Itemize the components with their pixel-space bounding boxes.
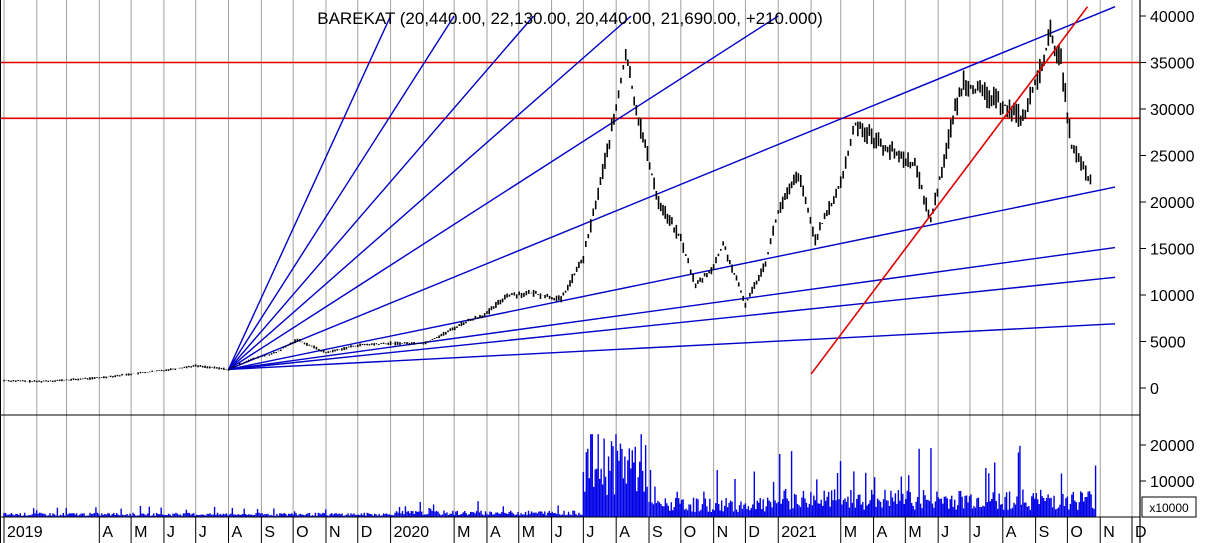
xtick-label-11: M	[457, 524, 470, 541]
fan-line-6	[228, 186, 1116, 371]
xtick-label-27: A	[1006, 524, 1017, 541]
xtick-label-30: N	[1103, 524, 1115, 541]
xtick-label-18: O	[684, 524, 696, 541]
xtick-label-7: O	[296, 524, 308, 541]
ytick-label-4: 20000	[1150, 195, 1195, 212]
xtick-label-20: D	[748, 524, 760, 541]
ytick-label-7: 35000	[1150, 56, 1195, 73]
xtick-label-26: J	[973, 524, 981, 541]
ytick-label-3: 15000	[1150, 242, 1195, 259]
xtick-label-19: N	[717, 524, 729, 541]
price-y-axis: 0 5000 10000 15000 20000 25000 30000 35000 40000	[1140, 9, 1195, 398]
xtick-label-13: M	[522, 524, 535, 541]
volume-bars	[3, 434, 1097, 517]
ytick-label-6: 30000	[1150, 102, 1195, 119]
xtick-label-21: 2021	[781, 524, 817, 541]
xtick-label-12: A	[490, 524, 501, 541]
xtick-label-31: D	[1135, 524, 1147, 541]
fan-line-0	[227, 15, 392, 370]
ytick-label-5: 25000	[1150, 149, 1195, 166]
xtick-label-16: A	[619, 524, 630, 541]
xtick-label-28: S	[1039, 524, 1050, 541]
xtick-label-1: A	[102, 524, 113, 541]
xtick-label-0: 2019	[7, 524, 43, 541]
volume-y-axis: 10000 20000	[1140, 438, 1195, 491]
xtick-label-24: M	[908, 524, 921, 541]
vol-ytick-label-0: 10000	[1150, 474, 1195, 491]
xtick-label-17: S	[652, 524, 663, 541]
fan-lines	[227, 6, 1116, 371]
fan-line-2	[228, 15, 535, 370]
fan-line-9	[228, 323, 1116, 371]
volume-scale-label: x10000	[1149, 501, 1189, 515]
chart-frame	[0, 0, 1141, 543]
date-x-axis: 2019 A M J J A S O N D 2020 M A M J J A S O N D 2021 M A M J J A S O N…	[3, 517, 1147, 543]
xtick-label-23: A	[877, 524, 888, 541]
fan-line-3	[228, 15, 632, 370]
scale-box	[1141, 496, 1197, 518]
ytick-label-8: 40000	[1150, 9, 1195, 26]
xtick-label-14: J	[555, 524, 563, 541]
xtick-label-22: M	[844, 524, 857, 541]
price-series	[3, 19, 1092, 383]
chart-title: BAREKAT (20,440.00, 22,130.00, 20,440.00…	[317, 9, 823, 28]
xtick-label-25: J	[941, 524, 949, 541]
fan-line-5	[228, 6, 1116, 371]
xtick-label-3: J	[167, 524, 175, 541]
vol-ytick-label-1: 20000	[1150, 438, 1195, 455]
xtick-label-6: S	[264, 524, 275, 541]
ytick-label-2: 10000	[1150, 288, 1195, 305]
xtick-label-10: 2020	[394, 524, 430, 541]
xtick-label-29: O	[1070, 524, 1082, 541]
grid-lines	[3, 0, 1133, 517]
fan-line-4	[228, 15, 779, 370]
xtick-label-15: J	[586, 524, 594, 541]
resistance-lines	[0, 61, 1140, 120]
xtick-label-5: A	[232, 524, 243, 541]
xtick-label-9: D	[361, 524, 373, 541]
fan-line-8	[228, 276, 1116, 371]
xtick-label-8: N	[329, 524, 341, 541]
ytick-label-0: 0	[1150, 381, 1159, 398]
xtick-label-2: M	[134, 524, 147, 541]
fan-line-7	[228, 246, 1116, 371]
fan-line-1	[227, 15, 455, 370]
xtick-label-4: J	[199, 524, 207, 541]
ytick-label-1: 5000	[1150, 335, 1186, 352]
red-trendline	[810, 6, 1089, 375]
red-trend-line	[810, 6, 1089, 375]
